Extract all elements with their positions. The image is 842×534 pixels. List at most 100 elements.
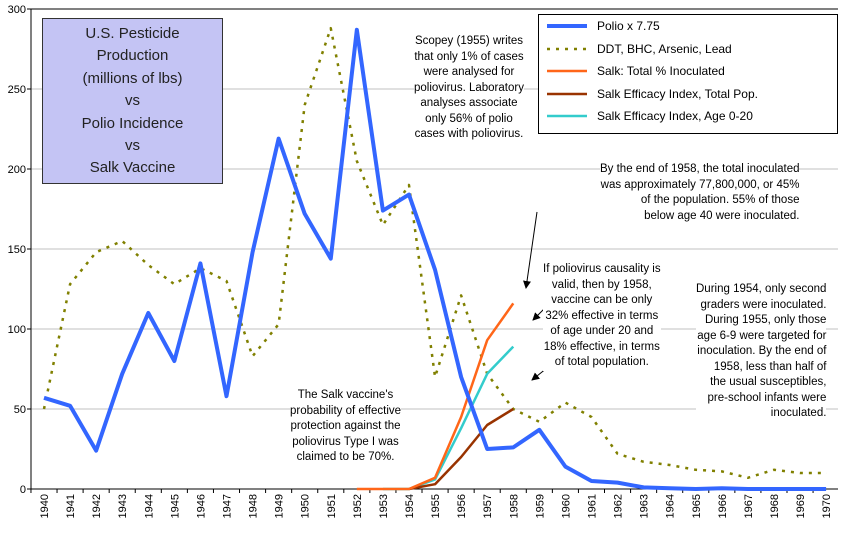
legend-swatch bbox=[547, 24, 587, 29]
annotation-line: 32% effective in terms bbox=[545, 309, 659, 322]
annotation-line: inoculation. By the end of bbox=[697, 345, 827, 357]
y-tick-label: 0 bbox=[20, 484, 26, 496]
legend-swatch bbox=[547, 47, 587, 50]
x-tick-label: 1970 bbox=[821, 494, 833, 518]
y-tick-label: 250 bbox=[8, 84, 26, 96]
x-tick-label: 1944 bbox=[143, 494, 155, 518]
annotation-line: of total population. bbox=[554, 356, 649, 368]
x-tick-label: 1960 bbox=[560, 494, 572, 518]
title-line: vs bbox=[125, 137, 140, 155]
annotation-line: protection against the bbox=[290, 420, 401, 432]
title-line: Polio Incidence bbox=[81, 114, 184, 132]
legend-label: Polio x 7.75 bbox=[597, 19, 660, 34]
x-tick-label: 1964 bbox=[665, 494, 677, 518]
y-tick-label: 200 bbox=[8, 164, 26, 176]
y-tick-label: 100 bbox=[8, 324, 26, 336]
title-line: vs bbox=[125, 92, 140, 110]
x-tick-label: 1946 bbox=[195, 494, 207, 518]
title-line: Salk Vaccine bbox=[89, 159, 176, 177]
annotation-salk-70: The Salk vaccine's probability of effecti… bbox=[290, 388, 402, 466]
annotation-line: 18% effective, in terms bbox=[543, 340, 660, 353]
annotation-line: age 6-9 were targeted for bbox=[697, 329, 827, 342]
legend-swatch bbox=[547, 92, 587, 95]
legend-item: Polio x 7.75 bbox=[545, 15, 837, 38]
annotation-line: only 56% of polio bbox=[425, 112, 513, 125]
x-tick-label: 1961 bbox=[586, 494, 598, 518]
legend-swatch bbox=[547, 70, 587, 73]
x-tick-label: 1954 bbox=[404, 494, 416, 518]
title-line: U.S. Pesticide bbox=[85, 25, 180, 42]
annotation-line: Scopey (1955) writes bbox=[414, 35, 523, 47]
x-tick-label: 1967 bbox=[743, 494, 755, 518]
x-tick-label: 1949 bbox=[274, 494, 286, 518]
legend: Polio x 7.75 DDT, BHC, Arsenic, Lead Salk:… bbox=[538, 14, 838, 134]
x-tick-label: 1951 bbox=[326, 494, 338, 518]
annotation-line: were analysed for bbox=[423, 66, 515, 78]
annotation-line: The Salk vaccine's bbox=[297, 389, 394, 401]
x-tick-label: 1958 bbox=[508, 494, 520, 518]
annotation-line: analyses associate bbox=[420, 97, 518, 109]
legend-item: Salk Efficacy Index, Total Pop. bbox=[545, 83, 837, 106]
annotation-scopey: Scopey (1955) writes that only 1% of case… bbox=[414, 34, 524, 143]
legend-label: Salk Efficacy Index, Total Pop. bbox=[597, 86, 758, 101]
title-line: Production bbox=[96, 47, 169, 65]
x-tick-label: 1952 bbox=[352, 494, 364, 518]
annotation-line: graders were inoculated. bbox=[700, 298, 827, 311]
annotation-line: the usual susceptibles, bbox=[710, 376, 827, 388]
legend-label: Salk: Total % Inoculated bbox=[597, 64, 725, 79]
x-tick-label: 1953 bbox=[378, 494, 390, 518]
annotation-line: During 1954, only second bbox=[696, 283, 827, 295]
annotation-line: pre-school infants were bbox=[707, 391, 827, 404]
x-tick-label: 1969 bbox=[795, 494, 807, 518]
annotation-line: poliovirus. Laboratory bbox=[414, 81, 524, 94]
x-tick-label: 1942 bbox=[91, 494, 103, 518]
annotation-causality: If poliovirus causality is valid, then by… bbox=[543, 262, 661, 371]
annotation-line: that only 1% of cases bbox=[414, 50, 524, 63]
annotation-line: If poliovirus causality is bbox=[543, 263, 661, 275]
x-tick-label: 1941 bbox=[65, 494, 77, 518]
x-tick-label: 1956 bbox=[456, 494, 468, 518]
x-tick-label: 1957 bbox=[482, 494, 494, 518]
y-tick-label: 300 bbox=[8, 4, 26, 16]
x-tick-label: 1950 bbox=[300, 494, 312, 518]
legend-item: Salk Efficacy Index, Age 0-20 bbox=[545, 105, 837, 128]
chart-title-box: U.S. Pesticide Production (millions of l… bbox=[42, 18, 223, 184]
annotation-line: vaccine can be only bbox=[551, 294, 653, 306]
x-tick-label: 1945 bbox=[169, 494, 181, 518]
legend-label: DDT, BHC, Arsenic, Lead bbox=[597, 41, 732, 56]
legend-swatch bbox=[547, 115, 587, 118]
x-tick-label: 1947 bbox=[221, 494, 233, 518]
annotation-line: valid, then by 1958, bbox=[551, 278, 652, 291]
annotation-line: below age 40 were inoculated. bbox=[644, 209, 800, 222]
annotation-line: inoculated. bbox=[770, 407, 827, 419]
legend-item: DDT, BHC, Arsenic, Lead bbox=[545, 38, 837, 61]
x-tick-label: 1963 bbox=[639, 494, 651, 518]
x-tick-label: 1962 bbox=[613, 494, 625, 518]
x-tick-label: 1965 bbox=[691, 494, 703, 518]
x-tick-label: 1966 bbox=[717, 494, 729, 518]
annotation-line: of the population. 55% of those bbox=[640, 194, 800, 206]
annotation-line: of age under 20 and bbox=[550, 325, 654, 337]
annotation-line: 1958, less than half of bbox=[713, 360, 827, 373]
y-tick-label: 150 bbox=[8, 244, 26, 256]
annotation-arrow bbox=[523, 211, 538, 289]
annotation-line: claimed to be 70%. bbox=[296, 451, 395, 463]
annotation-line: By the end of 1958, the total inoculated bbox=[600, 163, 800, 175]
annotation-line: probability of effective bbox=[290, 404, 402, 417]
x-tick-label: 1948 bbox=[248, 494, 260, 518]
x-tick-label: 1968 bbox=[769, 494, 781, 518]
annotation-during-1954: During 1954, only second graders were ino… bbox=[696, 282, 827, 422]
y-tick-label: 50 bbox=[14, 404, 26, 416]
legend-item: Salk: Total % Inoculated bbox=[545, 60, 837, 83]
x-tick-label: 1940 bbox=[39, 494, 51, 518]
legend-label: Salk Efficacy Index, Age 0-20 bbox=[597, 109, 753, 124]
x-tick-label: 1955 bbox=[430, 494, 442, 518]
x-tick-label: 1943 bbox=[117, 494, 129, 518]
x-tick-label: 1959 bbox=[534, 494, 546, 518]
series-line-4 bbox=[382, 345, 515, 491]
annotation-line: During 1955, only those bbox=[704, 314, 827, 326]
annotation-line: was approximately 77,800,000, or 45% bbox=[600, 178, 800, 191]
annotation-end-1958: By the end of 1958, the total inoculated… bbox=[600, 162, 800, 224]
annotation-line: poliovirus Type I was bbox=[292, 435, 399, 448]
